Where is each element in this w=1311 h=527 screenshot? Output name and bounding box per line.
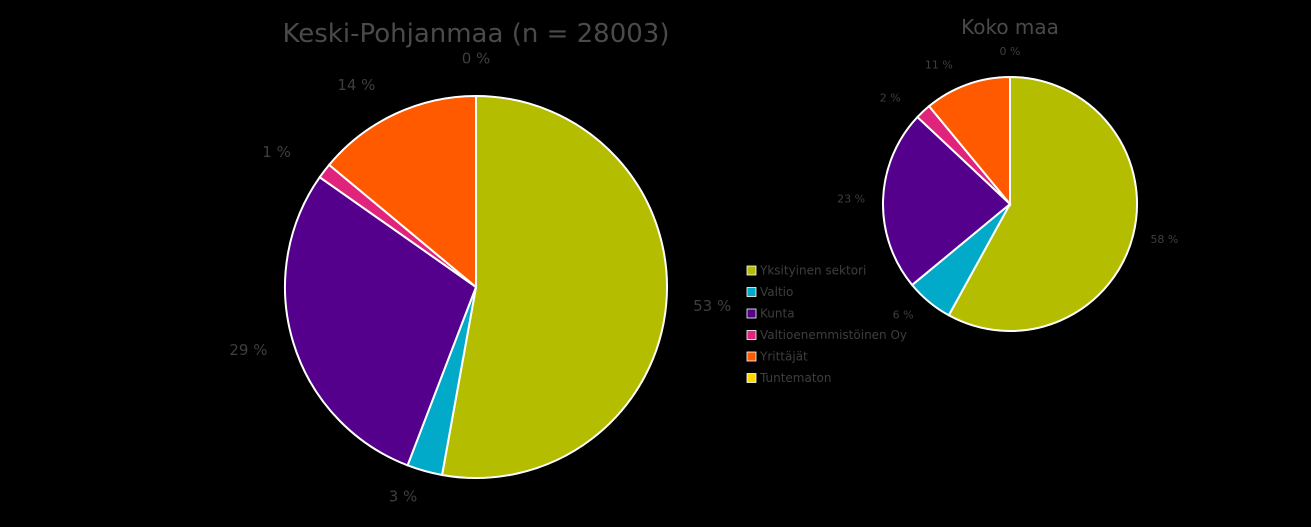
pie-slice-kunta [284,175,478,467]
data-label-valtio: 3 % [389,487,418,505]
legend-swatch-valtio [746,287,757,297]
legend-swatch-valtioenemmist-inen-oy [746,330,757,340]
chart-title-koko-maa: Koko maa [961,15,1059,39]
data-label-yritt-j-t: 11 % [925,59,953,72]
legend-label-yritt-j-t: Yrittäjät [759,350,808,364]
pie-koko-maa: 58 % 6 % 23 % 2 % 11 % 0 % [837,45,1178,332]
chart-title-keski-pohjanmaa: Keski-Pohjanmaa (n = 28003) [283,19,670,49]
pie-slice-kunta [882,115,1012,287]
legend-label-tuntematon: Tuntematon [759,371,832,385]
data-label-tuntematon: 0 % [1000,45,1021,58]
pie-slice-yksityinen-sektori [947,75,1138,332]
legend: Yksityinen sektori Valtio Kunta Valtioenemm… [746,264,907,385]
legend-label-kunta: Kunta [760,307,795,321]
data-label-kunta: 23 % [837,192,865,205]
pie-slice-yksityinen-sektori [440,94,668,479]
legend-label-valtio: Valtio [760,285,793,299]
legend-swatch-tuntematon [746,373,757,383]
legend-label-yksityinen-sektori: Yksityinen sektori [759,264,866,278]
data-label-yksityinen-sektori: 53 % [693,297,731,315]
pie-slice-yritt-j-t [927,75,1011,207]
legend-label-valtioenemmist-inen-oy: Valtioenemmistöinen Oy [760,328,907,342]
data-label-yksityinen-sektori: 58 % [1150,233,1178,246]
pie-keski-pohjanmaa: 53 % 3 % 29 % 1 % 14 % 0 % [229,50,731,506]
legend-swatch-yksityinen-sektori [746,265,757,276]
legend-swatch-yritt-j-t [746,351,757,362]
legend-swatch-kunta [746,308,757,319]
data-label-valtioenemmist-inen-oy: 1 % [262,143,291,161]
pie-slice-yritt-j-t [327,94,477,290]
data-label-tuntematon: 0 % [462,50,491,68]
data-label-valtio: 6 % [893,309,914,322]
data-label-kunta: 29 % [229,341,267,359]
data-label-valtioenemmist-inen-oy: 2 % [880,91,901,104]
data-label-yritt-j-t: 14 % [337,76,375,94]
